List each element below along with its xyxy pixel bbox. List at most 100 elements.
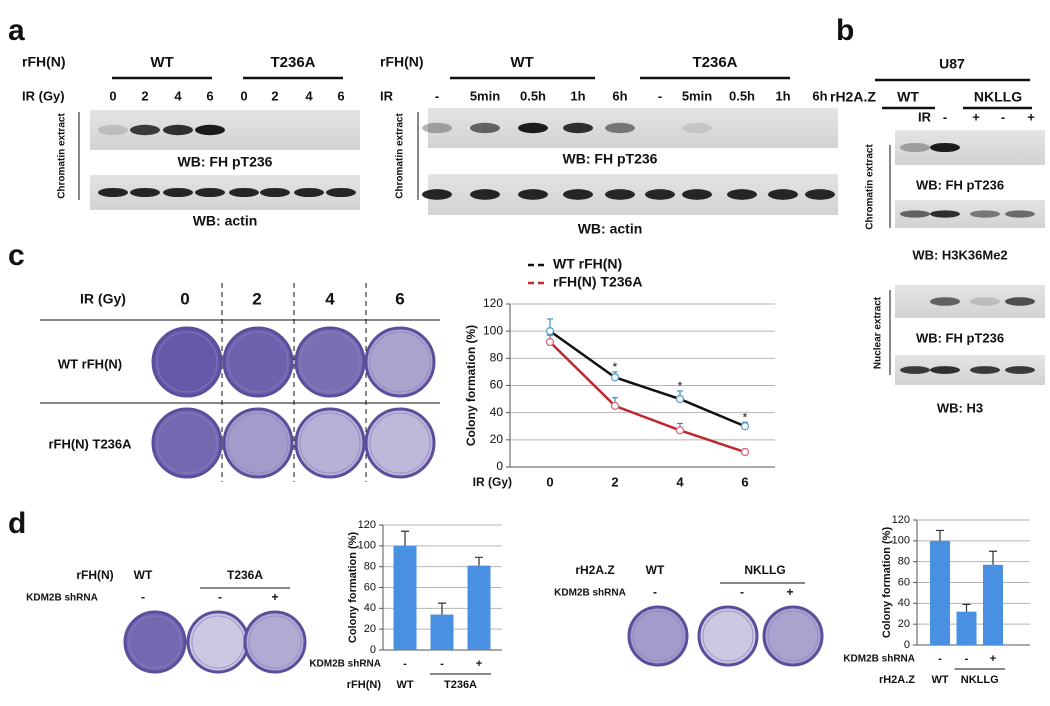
group-label: T236A (444, 679, 477, 691)
lane-label: 5min (682, 88, 712, 103)
plate-rim (369, 331, 431, 393)
culture-plate (222, 326, 294, 398)
error-bar (989, 550, 997, 565)
culture-plate (151, 407, 223, 479)
band (605, 189, 635, 200)
y-tick-label: 40 (898, 597, 910, 609)
plate-rim (227, 331, 289, 393)
band (422, 189, 452, 200)
label: WB: H3 (937, 400, 983, 415)
band (970, 297, 1000, 306)
error-bar (962, 603, 971, 612)
label: T236A (227, 568, 263, 582)
x-row-label: KDM2B shRNA (843, 654, 915, 665)
label: U87 (939, 56, 965, 72)
plate-rim (156, 331, 218, 393)
label: WB: H3K36Me2 (912, 247, 1007, 262)
error-bar (475, 556, 483, 566)
data-point (610, 401, 620, 411)
label: IR (Gy) (22, 88, 65, 103)
lane-label: 6h (612, 88, 627, 103)
column-label: 6 (395, 289, 404, 308)
culture-plate (294, 326, 366, 398)
x-row-label: rH2A.Z (879, 674, 915, 686)
y-tick-label: 40 (490, 405, 504, 419)
lane-label: 2 (271, 88, 278, 103)
label: T236A (270, 54, 315, 71)
band (645, 189, 675, 200)
series-line (549, 330, 746, 428)
label: WT (150, 54, 173, 71)
plate-rim (248, 615, 302, 669)
x-tick-label: 4 (676, 474, 684, 489)
bar (956, 611, 977, 645)
x-tick-label: + (476, 658, 482, 670)
lane-label: 4 (174, 88, 182, 103)
label: IR (Gy) (80, 291, 126, 307)
y-axis-label: Colony formation (%) (347, 532, 359, 644)
lane-label: 6 (337, 88, 344, 103)
fraction-label: Chromatin extract (57, 113, 68, 199)
blot (895, 130, 1045, 165)
y-tick-label: 0 (496, 459, 503, 473)
band (195, 124, 225, 136)
band (518, 189, 548, 200)
x-tick-label: 0 (546, 474, 553, 489)
x-tick-label: - (440, 658, 444, 670)
series-line (549, 341, 746, 454)
label: WB: FH pT236 (178, 154, 273, 170)
lane-label: + (271, 590, 278, 604)
label: NKLLG (974, 89, 1022, 105)
error-bar (401, 530, 409, 546)
band (326, 187, 356, 198)
culture-plate (294, 407, 366, 479)
panel-label: d (8, 507, 26, 540)
label: rH2A.Z (575, 563, 614, 577)
y-tick-label: 120 (358, 519, 376, 531)
culture-plate (627, 605, 689, 667)
lane-label: - (435, 88, 439, 103)
band (682, 189, 712, 200)
row-label: rFH(N) T236A (48, 436, 132, 451)
band (229, 187, 259, 198)
lane-label: 6h (812, 88, 827, 103)
label: IR (380, 88, 394, 103)
plate-rim (767, 610, 819, 662)
lane-label: 0 (240, 88, 247, 103)
band (294, 187, 324, 198)
column-label: 4 (325, 289, 335, 308)
column-label: 0 (180, 289, 189, 308)
y-tick-label: 60 (490, 378, 504, 392)
lane-label: 1h (570, 88, 585, 103)
label: rFH(N) (76, 568, 113, 582)
group-label: WT (931, 674, 948, 686)
x-tick-label: + (990, 653, 996, 665)
band (900, 142, 930, 153)
error-bar (438, 602, 446, 615)
y-tick-label: 80 (898, 556, 910, 568)
culture-plate (123, 610, 187, 674)
culture-plate (364, 326, 436, 398)
label: T236A (692, 54, 737, 71)
data-point (545, 327, 555, 336)
panel-label: b (836, 14, 854, 47)
bar (467, 565, 491, 650)
x-tick-label: - (965, 653, 969, 665)
band (900, 366, 930, 374)
y-tick-label: 40 (364, 602, 376, 614)
band (1005, 210, 1035, 218)
band (422, 122, 452, 134)
y-tick-label: 80 (364, 561, 376, 573)
lane-label: + (972, 109, 980, 124)
data-point (740, 422, 750, 431)
group-label: NKLLG (961, 674, 999, 686)
lane-label: 0 (109, 88, 116, 103)
band (98, 187, 128, 198)
annotation: * (743, 410, 748, 424)
lane-label: - (141, 590, 145, 604)
lane-label: 6 (206, 88, 213, 103)
band (900, 210, 930, 218)
band (1005, 297, 1035, 306)
band (98, 124, 128, 136)
